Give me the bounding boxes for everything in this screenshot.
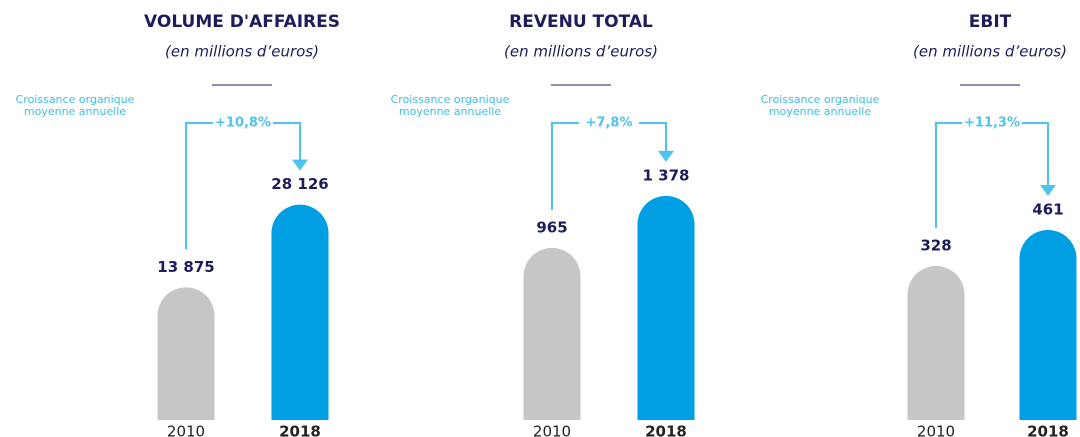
x-tick-label: 2018 bbox=[279, 423, 321, 437]
annotation-bg bbox=[213, 114, 273, 132]
panel-title: VOLUME D'AFFAIRES bbox=[144, 12, 340, 32]
x-tick-label: 2018 bbox=[645, 423, 687, 437]
note-box: Croissance organique moyenne annuelle bbox=[390, 94, 510, 118]
bar bbox=[157, 287, 215, 420]
annotation: +7,8% bbox=[586, 116, 633, 131]
annotation-bg bbox=[579, 114, 639, 132]
value-label: 28 126 bbox=[271, 175, 328, 193]
panel-subtitle: (en millions d’euros) bbox=[913, 43, 1067, 61]
panel-subtitle: (en millions d’euros) bbox=[504, 43, 658, 61]
bar bbox=[523, 247, 581, 420]
annotation: +10,8% bbox=[215, 116, 271, 131]
bar bbox=[271, 204, 329, 420]
annotation: +11,3% bbox=[964, 116, 1020, 131]
note-box: Croissance organique moyenne annuelle bbox=[760, 94, 880, 118]
bar bbox=[1019, 230, 1077, 420]
growth-arrow bbox=[935, 122, 1049, 229]
arrow-head bbox=[658, 150, 674, 162]
x-tick-label: 2010 bbox=[167, 423, 205, 437]
value-label: 461 bbox=[1032, 201, 1063, 219]
note: Croissance organique moyenne annuelle bbox=[15, 94, 135, 118]
panel-subtitle: (en millions d’euros) bbox=[165, 43, 319, 61]
note: Croissance organique moyenne annuelle bbox=[390, 94, 510, 118]
x-tick-label: 2010 bbox=[917, 423, 955, 437]
arrow-head bbox=[1040, 185, 1056, 197]
x-tick-label: 2010 bbox=[533, 423, 571, 437]
x-tick-label: 2018 bbox=[1027, 423, 1069, 437]
panel-title: REVENU TOTAL bbox=[509, 12, 653, 32]
value-label: 1 378 bbox=[643, 166, 690, 184]
note: Croissance organique moyenne annuelle bbox=[760, 94, 880, 118]
value-label: 13 875 bbox=[157, 258, 214, 276]
panel-title: EBIT bbox=[969, 12, 1012, 32]
bar bbox=[907, 266, 965, 420]
value-label: 965 bbox=[536, 218, 567, 236]
annotation-bg bbox=[962, 114, 1022, 132]
arrow-head bbox=[292, 159, 308, 171]
value-label: 328 bbox=[920, 237, 951, 255]
bar bbox=[637, 195, 695, 420]
note-box: Croissance organique moyenne annuelle bbox=[15, 94, 135, 118]
